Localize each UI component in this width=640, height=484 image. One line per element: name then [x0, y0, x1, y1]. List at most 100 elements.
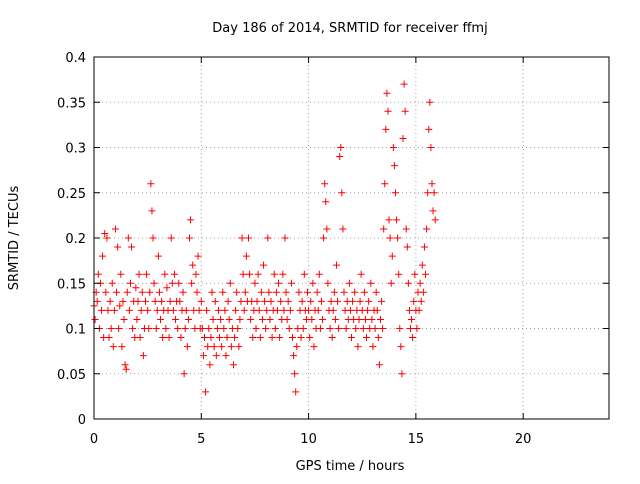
data-point: [352, 325, 360, 332]
data-point: [374, 334, 382, 342]
y-tick-label: 0.4: [65, 51, 86, 66]
data-point: [279, 270, 287, 278]
data-point: [143, 270, 151, 278]
data-point: [326, 325, 334, 332]
y-tick-label: 0: [78, 413, 86, 428]
data-point: [420, 243, 428, 251]
data-point: [431, 216, 439, 224]
data-point: [161, 270, 169, 278]
data-point: [257, 288, 265, 296]
data-point: [393, 216, 401, 224]
data-point: [266, 315, 274, 323]
data-point: [154, 252, 162, 260]
data-point: [102, 288, 110, 296]
data-point: [373, 306, 381, 314]
data-point: [361, 315, 369, 323]
data-point: [238, 234, 246, 242]
data-point: [220, 325, 228, 332]
data-point: [354, 343, 362, 351]
data-point: [170, 270, 178, 278]
data-point: [137, 306, 145, 314]
data-point: [400, 80, 408, 88]
data-point: [324, 279, 332, 287]
data-point: [169, 306, 177, 314]
data-point: [123, 288, 131, 296]
data-point: [423, 225, 431, 233]
data-point: [277, 297, 285, 305]
data-point: [267, 297, 275, 305]
data-point: [356, 297, 364, 305]
data-point: [235, 343, 243, 351]
data-point: [411, 270, 419, 278]
data-point: [342, 325, 350, 332]
data-point: [428, 180, 436, 188]
data-point: [408, 315, 416, 323]
data-point: [145, 325, 153, 332]
data-point: [153, 306, 161, 314]
data-point: [111, 225, 119, 233]
data-point: [249, 334, 257, 342]
data-point: [205, 325, 213, 332]
data-point: [319, 315, 327, 323]
data-point: [340, 288, 348, 296]
data-point: [365, 297, 373, 305]
data-point: [167, 234, 175, 242]
data-point: [298, 297, 306, 305]
data-point: [192, 270, 200, 278]
data-point: [403, 243, 411, 251]
data-point: [206, 361, 214, 369]
data-point: [308, 315, 316, 323]
x-tick-label: 0: [90, 432, 98, 447]
y-tick-label: 0.35: [57, 96, 86, 111]
data-point: [168, 279, 176, 287]
data-point: [101, 229, 109, 237]
data-point: [175, 279, 183, 287]
data-point: [197, 297, 205, 305]
data-point: [217, 315, 225, 323]
data-point: [399, 134, 407, 142]
data-point: [359, 325, 367, 332]
data-point: [148, 207, 156, 215]
x-tick-label: 5: [197, 432, 205, 447]
data-point: [369, 343, 377, 351]
data-point: [334, 297, 342, 305]
data-point: [349, 297, 357, 305]
data-point: [255, 306, 263, 314]
data-point: [213, 325, 221, 332]
data-point: [139, 352, 147, 360]
data-point: [118, 343, 126, 351]
data-point: [306, 334, 314, 342]
data-point: [338, 189, 346, 197]
data-point: [386, 234, 394, 242]
grid: [94, 57, 609, 419]
data-point: [292, 388, 300, 396]
data-point: [247, 315, 255, 323]
data-point: [398, 370, 406, 378]
data-point: [185, 234, 193, 242]
data-point: [117, 270, 125, 278]
data-point: [246, 270, 254, 278]
data-point: [384, 107, 392, 115]
data-point: [194, 252, 202, 260]
data-point: [233, 288, 241, 296]
data-point: [142, 297, 149, 305]
data-point: [122, 365, 130, 373]
data-point: [201, 334, 209, 342]
data-point: [328, 334, 336, 342]
data-point: [174, 325, 182, 332]
data-point: [218, 343, 226, 351]
data-point: [396, 325, 404, 332]
data-point: [151, 297, 159, 305]
data-point: [134, 297, 142, 305]
data-point: [284, 297, 292, 305]
data-point: [363, 334, 371, 342]
data-point: [300, 270, 308, 278]
data-point: [280, 306, 288, 314]
data-point: [268, 334, 276, 342]
data-point: [297, 334, 305, 342]
axis-ticks: 0 5 10 15 20 0 0.05 0.1 0.15 0.2 0.25 0.3 0.35 0.4: [57, 51, 609, 447]
data-point: [158, 297, 166, 305]
data-point: [416, 279, 424, 287]
